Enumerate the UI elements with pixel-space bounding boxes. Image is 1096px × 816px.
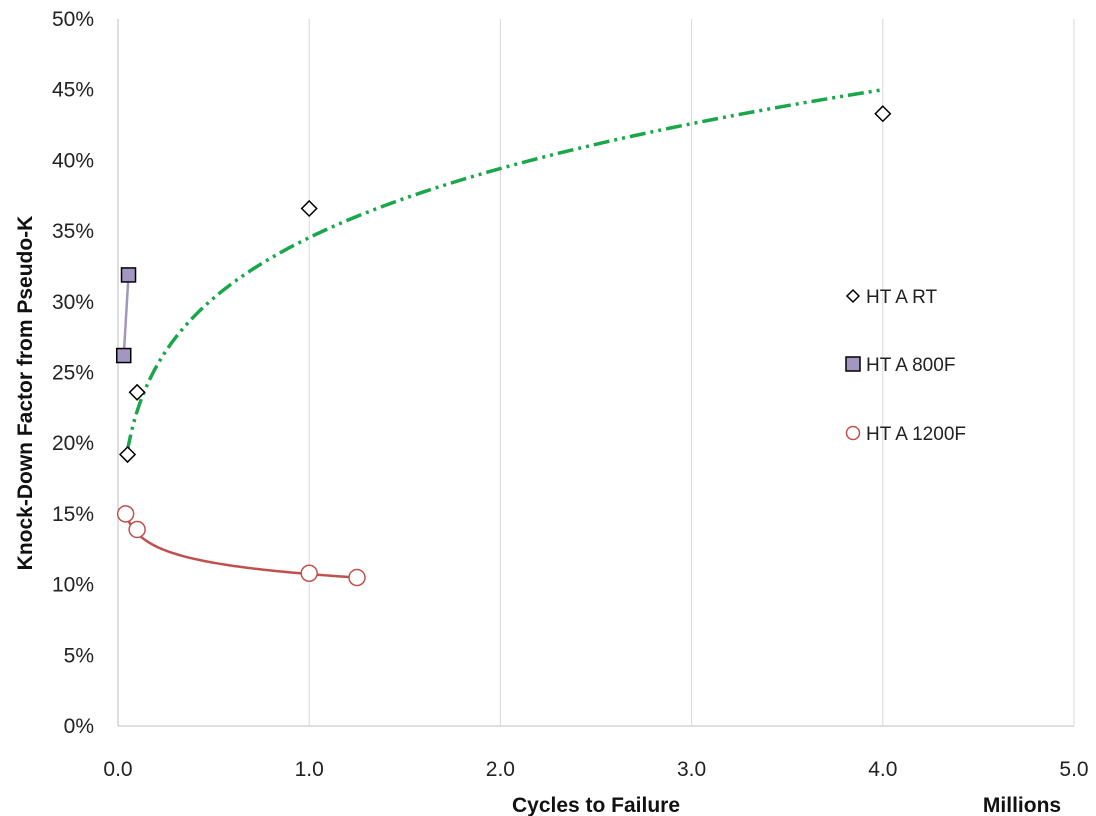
y-tick-labels: 0% 5% 10% 15% 20% 25% 30% 35% 40% 45% 50% [52,8,94,738]
data-point-1-1 [120,267,137,283]
x-tick-label: 1.0 [295,758,324,781]
data-point-0-2 [300,199,318,218]
legend-label-0: HT A RT [866,287,937,308]
trend-line-2 [124,513,358,579]
y-tick-label: 30% [52,291,94,314]
y-tick-label: 5% [64,644,94,667]
x-axis-unit-label: Millions [983,794,1061,816]
legend-marker-2 [845,425,861,441]
data-points [115,105,892,587]
trend-line-1 [122,274,130,356]
legend-marker-0 [845,288,861,304]
x-axis-title: Cycles to Failure [512,794,680,816]
y-tick-label: 45% [52,79,94,102]
data-point-2-3 [348,568,366,587]
trend-lines [122,87,884,579]
data-point-2-2 [300,564,318,583]
data-point-0-1 [128,383,146,401]
data-point-1-0 [115,347,132,364]
y-tick-label: 15% [52,503,94,526]
x-tick-label: 5.0 [1059,758,1088,781]
legend-label-2: HT A 1200F [866,424,966,445]
y-tick-label: 35% [52,220,94,243]
legend: HT A RT HT A 800F HT A 1200F [845,287,966,445]
y-tick-label: 40% [52,149,94,172]
y-axis-title: Knock-Down Factor from Pseudo-K [14,216,37,571]
y-tick-label: 20% [52,432,94,455]
data-point-0-3 [874,105,892,123]
x-tick-label: 2.0 [486,758,515,781]
data-point-0-0 [118,445,137,464]
y-tick-label: 25% [52,362,94,385]
y-tick-label: 50% [52,8,94,31]
y-tick-label: 10% [52,574,94,597]
legend-label-1: HT A 800F [866,355,955,376]
x-tick-label: 0.0 [103,758,132,781]
data-point-2-0 [116,505,135,523]
data-point-2-1 [128,520,146,539]
axes [117,19,1074,727]
legend-marker-1 [845,356,861,372]
x-tick-label: 4.0 [868,758,897,781]
x-tick-label: 3.0 [677,758,706,781]
y-tick-label: 0% [64,715,94,738]
x-tick-labels: 0.0 1.0 2.0 3.0 4.0 5.0 [103,758,1088,781]
trend-line-0 [125,87,884,451]
